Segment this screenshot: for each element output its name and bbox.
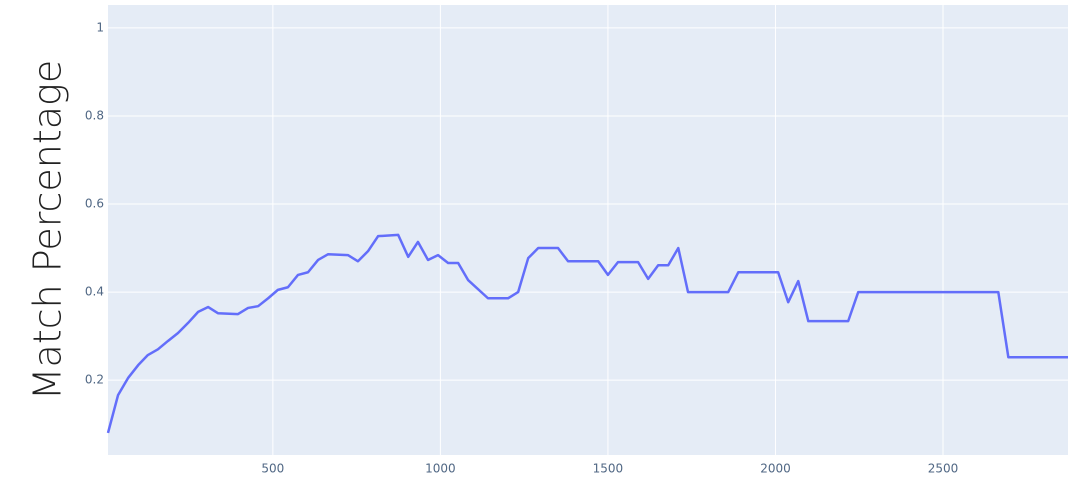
y-tick-label: 0.8 (85, 108, 104, 122)
x-tick-label: 1500 (593, 462, 624, 476)
plot-area (108, 5, 1068, 455)
y-tick-label: 0.4 (85, 285, 104, 299)
x-tick-label: 2500 (928, 462, 959, 476)
x-tick-label: 1000 (425, 462, 456, 476)
y-tick-label: 1 (96, 20, 104, 34)
y-tick-label: 0.6 (85, 197, 104, 211)
y-tick-label: 0.2 (85, 373, 104, 387)
x-tick-label: 2000 (760, 462, 791, 476)
y-axis-title: Match Percentage (26, 60, 70, 400)
x-tick-label: 500 (261, 462, 284, 476)
line-series (106, 233, 1068, 434)
